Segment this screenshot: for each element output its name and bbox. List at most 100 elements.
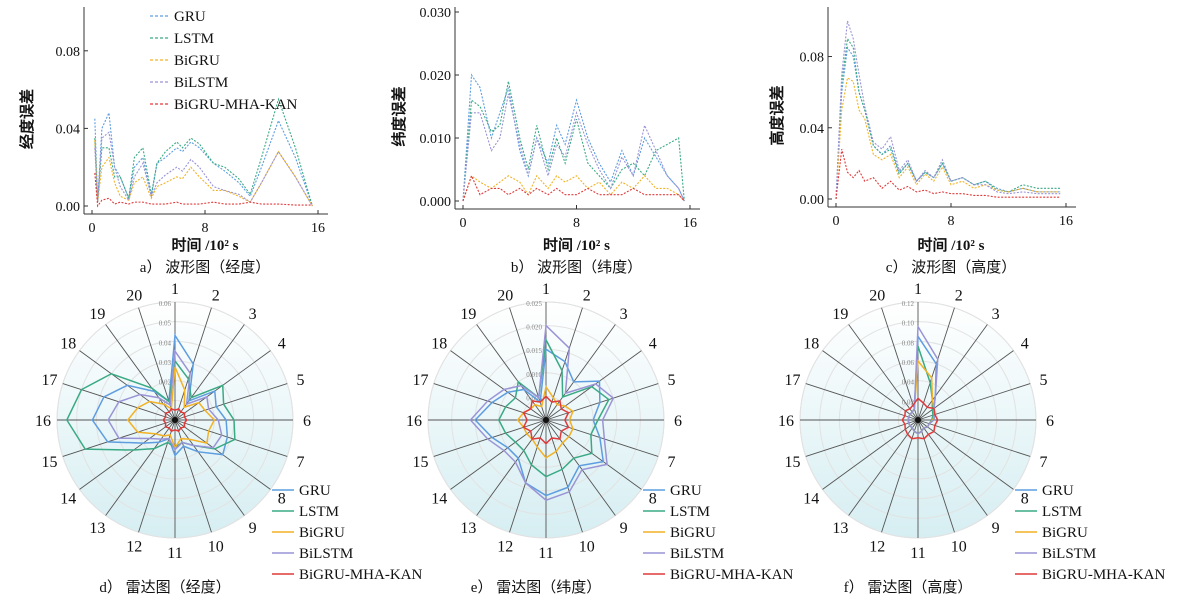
y-tick-label: 0.000 [420, 195, 452, 210]
radar-spoke [822, 350, 919, 421]
radar-axis-label: 11 [910, 545, 925, 562]
radar-tick-label: 0.02 [159, 379, 172, 387]
radar-axis-label: 4 [1021, 335, 1029, 352]
radar-axis-label: 13 [89, 520, 105, 537]
radar-spoke [881, 307, 919, 421]
radar-center [543, 417, 549, 423]
radar-axis-label: 18 [803, 335, 819, 352]
radar-axis-label: 16 [35, 413, 51, 430]
radar-axis-label: 13 [460, 520, 476, 537]
radar-axis-label: 10 [208, 539, 224, 556]
radar-axis-label: 19 [89, 306, 105, 323]
radar-series-BiGRU-MHA-KAN [901, 397, 939, 440]
radar-axis-label: 8 [1021, 491, 1029, 508]
radar-axis-label: 13 [832, 520, 848, 537]
series-line-GRU [462, 73, 685, 202]
radar-spoke [433, 419, 547, 457]
y-tick-label: 0.030 [420, 6, 452, 21]
radar-spoke [848, 324, 919, 421]
x-axis-label: 时间 /10² s [171, 236, 238, 254]
radar-axis-label: 19 [832, 306, 848, 323]
radar-axis-label: 16 [778, 413, 794, 430]
radar-tick-label: 0.06 [902, 359, 915, 367]
radar-axis-label: 1 [914, 281, 922, 298]
radar-axis-label: 14 [803, 491, 819, 508]
radar-axis-label: 1 [171, 281, 179, 298]
radar-axis-label: 11 [538, 545, 553, 562]
x-axis-label: 时间 /10² s [543, 236, 610, 254]
series-line-BiGRU-MHA-KAN [835, 149, 1061, 200]
radar-series-GRU [91, 333, 229, 457]
x-tick-label: 0 [89, 221, 96, 236]
series-line-BiGRU-MHA-KAN [462, 174, 685, 202]
radar-axis-label: 9 [992, 520, 1000, 537]
radar-tick-label: 0.020 [526, 324, 542, 332]
series-line-BiGRU [462, 174, 685, 202]
radar-axis-label: 5 [668, 372, 676, 389]
radar-axis-label: 17 [412, 372, 428, 389]
series-line-BiGRU [835, 77, 1061, 200]
radar-axis-label: 8 [278, 491, 286, 508]
radar-spoke [174, 383, 288, 421]
chart-caption: d） 雷达图（经度） [99, 579, 230, 596]
x-tick-label: 16 [683, 216, 697, 231]
legend-label: BiGRU-MHA-KAN [670, 567, 794, 583]
legend-label: BiLSTM [670, 546, 724, 562]
radar-spoke [805, 419, 919, 457]
radar-axis-label: 7 [297, 454, 305, 471]
radar-axis-label: 11 [167, 545, 182, 562]
radar-tick-label: 0.02 [902, 398, 915, 406]
x-tick-label: 0 [460, 216, 467, 231]
radar-spoke [476, 419, 547, 516]
series-line-BiLSTM [94, 131, 313, 207]
series-line-LSTM [835, 37, 1061, 200]
radar-axis-label: 20 [497, 287, 513, 304]
chart-caption: e） 雷达图（纬度） [471, 579, 601, 596]
legend-label: BiGRU-MHA-KAN [1042, 567, 1166, 583]
radar-axis-label: 9 [249, 520, 257, 537]
series-line-BiLSTM [835, 20, 1061, 200]
radar-axis-label: 4 [649, 335, 657, 352]
radar-axis-label: 5 [1040, 372, 1048, 389]
legend-label: BiLSTM [174, 75, 228, 91]
series-line-BiGRU [94, 140, 313, 207]
radar-axis-label: 10 [579, 539, 595, 556]
radar-tick-label: 0.025 [526, 300, 542, 308]
legend-label: BiGRU-MHA-KAN [299, 567, 423, 583]
radar-spoke [433, 383, 547, 421]
radar-axis-label: 1 [542, 281, 550, 298]
series-line-BiLSTM [462, 93, 685, 202]
y-tick-label: 0.010 [420, 132, 452, 147]
radar-axis-label: 3 [620, 306, 628, 323]
radar-axis-label: 4 [278, 335, 286, 352]
radar-tick-label: 0.015 [526, 347, 542, 355]
radar-series-GRU [474, 347, 605, 497]
legend-label: GRU [1042, 483, 1074, 499]
chart-caption: f） 雷达图（高度） [844, 579, 973, 596]
radar-series-BiGRU-MHA-KAN [522, 395, 570, 445]
legend-label: BiGRU-MHA-KAN [174, 97, 298, 113]
radar-tick-label: 0.06 [159, 300, 172, 308]
radar-axis-label: 6 [1046, 413, 1054, 430]
x-axis-label: 时间 /10² s [917, 236, 984, 254]
radar-spoke [917, 419, 1031, 457]
legend-label: LSTM [299, 504, 339, 520]
radar-spoke [822, 419, 919, 490]
radar-series-BiGRU-MHA-KAN [162, 407, 188, 433]
radar-axis-label: 14 [60, 491, 76, 508]
y-tick-label: 0.020 [420, 69, 452, 84]
legend-label: LSTM [670, 504, 710, 520]
x-tick-label: 8 [202, 221, 209, 236]
radar-axis-label: 10 [951, 539, 967, 556]
legend-label: LSTM [1042, 504, 1082, 520]
series-line-BiGRU-MHA-KAN [94, 172, 313, 208]
legend-label: BiLSTM [299, 546, 353, 562]
y-axis-label: 高度误差 [768, 85, 786, 145]
legend-label: BiGRU [299, 525, 345, 541]
radar-tick-label: 0.05 [159, 320, 172, 328]
radar-axis-label: 7 [1040, 454, 1048, 471]
chart-caption: a） 波形图（经度） [140, 259, 270, 276]
radar-spoke [917, 324, 988, 421]
legend-label: GRU [670, 483, 702, 499]
